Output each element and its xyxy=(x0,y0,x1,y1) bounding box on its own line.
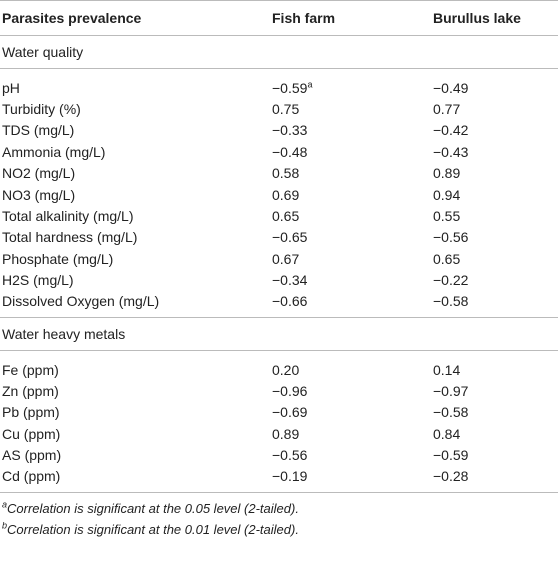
fish-farm-value: 0.89 xyxy=(272,425,300,442)
section-row: Water heavy metals xyxy=(0,317,558,351)
burullus-lake-value: 0.84 xyxy=(433,425,461,442)
table-row: AS (ppm) −0.56 −0.59 xyxy=(0,444,558,465)
header-row: Parasites prevalence Fish farm Burullus … xyxy=(0,0,558,36)
footnote-text: Correlation is significant at the 0.05 l… xyxy=(7,500,299,516)
burullus-lake-value: −0.42 xyxy=(433,122,469,139)
fish-farm-value: −0.56 xyxy=(272,447,308,464)
table-row: TDS (mg/L) −0.33 −0.42 xyxy=(0,120,558,141)
table-row: Cu (ppm) 0.89 0.84 xyxy=(0,423,558,444)
table-row: Phosphate (mg/L) 0.67 0.65 xyxy=(0,248,558,269)
row-label: Pb (ppm) xyxy=(2,404,60,421)
fish-farm-value: 0.69 xyxy=(272,186,300,203)
table-row: NO2 (mg/L) 0.58 0.89 xyxy=(0,163,558,184)
footnote-text: Correlation is significant at the 0.01 l… xyxy=(7,521,299,537)
header-fish-farm: Fish farm xyxy=(272,0,430,36)
row-label: pH xyxy=(2,79,20,96)
footnote-mark: b xyxy=(2,520,8,531)
fish-farm-value: −0.33 xyxy=(272,122,308,139)
table-row: NO3 (mg/L) 0.69 0.94 xyxy=(0,184,558,205)
correlation-table: Parasites prevalence Fish farm Burullus … xyxy=(0,0,558,493)
table-row: Fe (ppm) 0.20 0.14 xyxy=(0,359,558,380)
fish-farm-value: 0.20 xyxy=(272,361,300,378)
burullus-lake-value: −0.22 xyxy=(433,272,469,289)
row-label: NO3 (mg/L) xyxy=(2,186,76,203)
row-label: Fe (ppm) xyxy=(2,361,59,378)
footnote-mark: a xyxy=(307,79,313,90)
table-row: Zn (ppm) −0.96 −0.97 xyxy=(0,380,558,401)
table-row: Total hardness (mg/L) −0.65 −0.56 xyxy=(0,227,558,248)
section-title-water-quality: Water quality xyxy=(0,35,558,69)
table-footnotes: aCorrelation is significant at the 0.05 … xyxy=(0,498,558,540)
row-label: Dissolved Oxygen (mg/L) xyxy=(0,290,272,318)
row-label: Turbidity (%) xyxy=(2,101,81,118)
fish-farm-value: −0.65 xyxy=(272,229,308,246)
row-label: Total alkalinity (mg/L) xyxy=(2,208,134,225)
burullus-lake-value: −0.28 xyxy=(430,465,558,493)
burullus-lake-value: −0.49 xyxy=(433,79,469,96)
table-row: Turbidity (%) 0.75 0.77 xyxy=(0,98,558,119)
row-label: TDS (mg/L) xyxy=(2,122,75,139)
fish-farm-value: −0.96 xyxy=(272,382,308,399)
footnote-b: bCorrelation is significant at the 0.01 … xyxy=(2,519,558,540)
fish-farm-value: −0.48 xyxy=(272,143,308,160)
section-row: Water quality xyxy=(0,35,558,69)
table-row: Dissolved Oxygen (mg/L) −0.66 −0.58 xyxy=(0,290,558,318)
row-label: AS (ppm) xyxy=(2,447,62,464)
burullus-lake-value: −0.58 xyxy=(433,404,469,421)
fish-farm-value: 0.75 xyxy=(272,101,300,118)
fish-farm-value: −0.66 xyxy=(272,290,430,318)
fish-farm-value: −0.34 xyxy=(272,272,308,289)
header-burullus-lake: Burullus lake xyxy=(430,0,558,36)
table-row: H2S (mg/L) −0.34 −0.22 xyxy=(0,270,558,291)
fish-farm-value: −0.59a xyxy=(272,79,313,96)
burullus-lake-value: −0.58 xyxy=(430,290,558,318)
section-title-water-heavy-metals: Water heavy metals xyxy=(0,317,558,351)
row-label: Total hardness (mg/L) xyxy=(2,229,138,246)
burullus-lake-value: 0.65 xyxy=(433,250,461,267)
table-row: Total alkalinity (mg/L) 0.65 0.55 xyxy=(0,205,558,226)
row-label: NO2 (mg/L) xyxy=(2,165,76,182)
row-label: Cu (ppm) xyxy=(2,425,61,442)
burullus-lake-value: 0.77 xyxy=(433,101,461,118)
footnote-mark: a xyxy=(2,499,8,510)
fish-farm-value: 0.58 xyxy=(272,165,300,182)
row-label: H2S (mg/L) xyxy=(2,272,74,289)
burullus-lake-value: −0.97 xyxy=(433,382,469,399)
table-row: pH −0.59a −0.49 xyxy=(0,77,558,98)
row-label: Zn (ppm) xyxy=(2,382,59,399)
burullus-lake-value: −0.43 xyxy=(433,143,469,160)
header-parasites-prevalence: Parasites prevalence xyxy=(0,0,272,36)
row-label: Phosphate (mg/L) xyxy=(2,250,114,267)
fish-farm-value: 0.65 xyxy=(272,208,300,225)
fish-farm-value: −0.19 xyxy=(272,465,430,493)
table-row: Pb (ppm) −0.69 −0.58 xyxy=(0,402,558,423)
row-label: Ammonia (mg/L) xyxy=(2,143,106,160)
row-label: Cd (ppm) xyxy=(0,465,272,493)
fish-farm-value: 0.67 xyxy=(272,250,300,267)
footnote-a: aCorrelation is significant at the 0.05 … xyxy=(2,498,558,519)
table-row: Ammonia (mg/L) −0.48 −0.43 xyxy=(0,141,558,162)
burullus-lake-value: 0.94 xyxy=(433,186,461,203)
burullus-lake-value: 0.89 xyxy=(433,165,461,182)
fish-farm-value: −0.69 xyxy=(272,404,308,421)
burullus-lake-value: 0.14 xyxy=(433,361,461,378)
burullus-lake-value: 0.55 xyxy=(433,208,461,225)
table-row: Cd (ppm) −0.19 −0.28 xyxy=(0,465,558,493)
burullus-lake-value: −0.59 xyxy=(433,447,469,464)
burullus-lake-value: −0.56 xyxy=(433,229,469,246)
